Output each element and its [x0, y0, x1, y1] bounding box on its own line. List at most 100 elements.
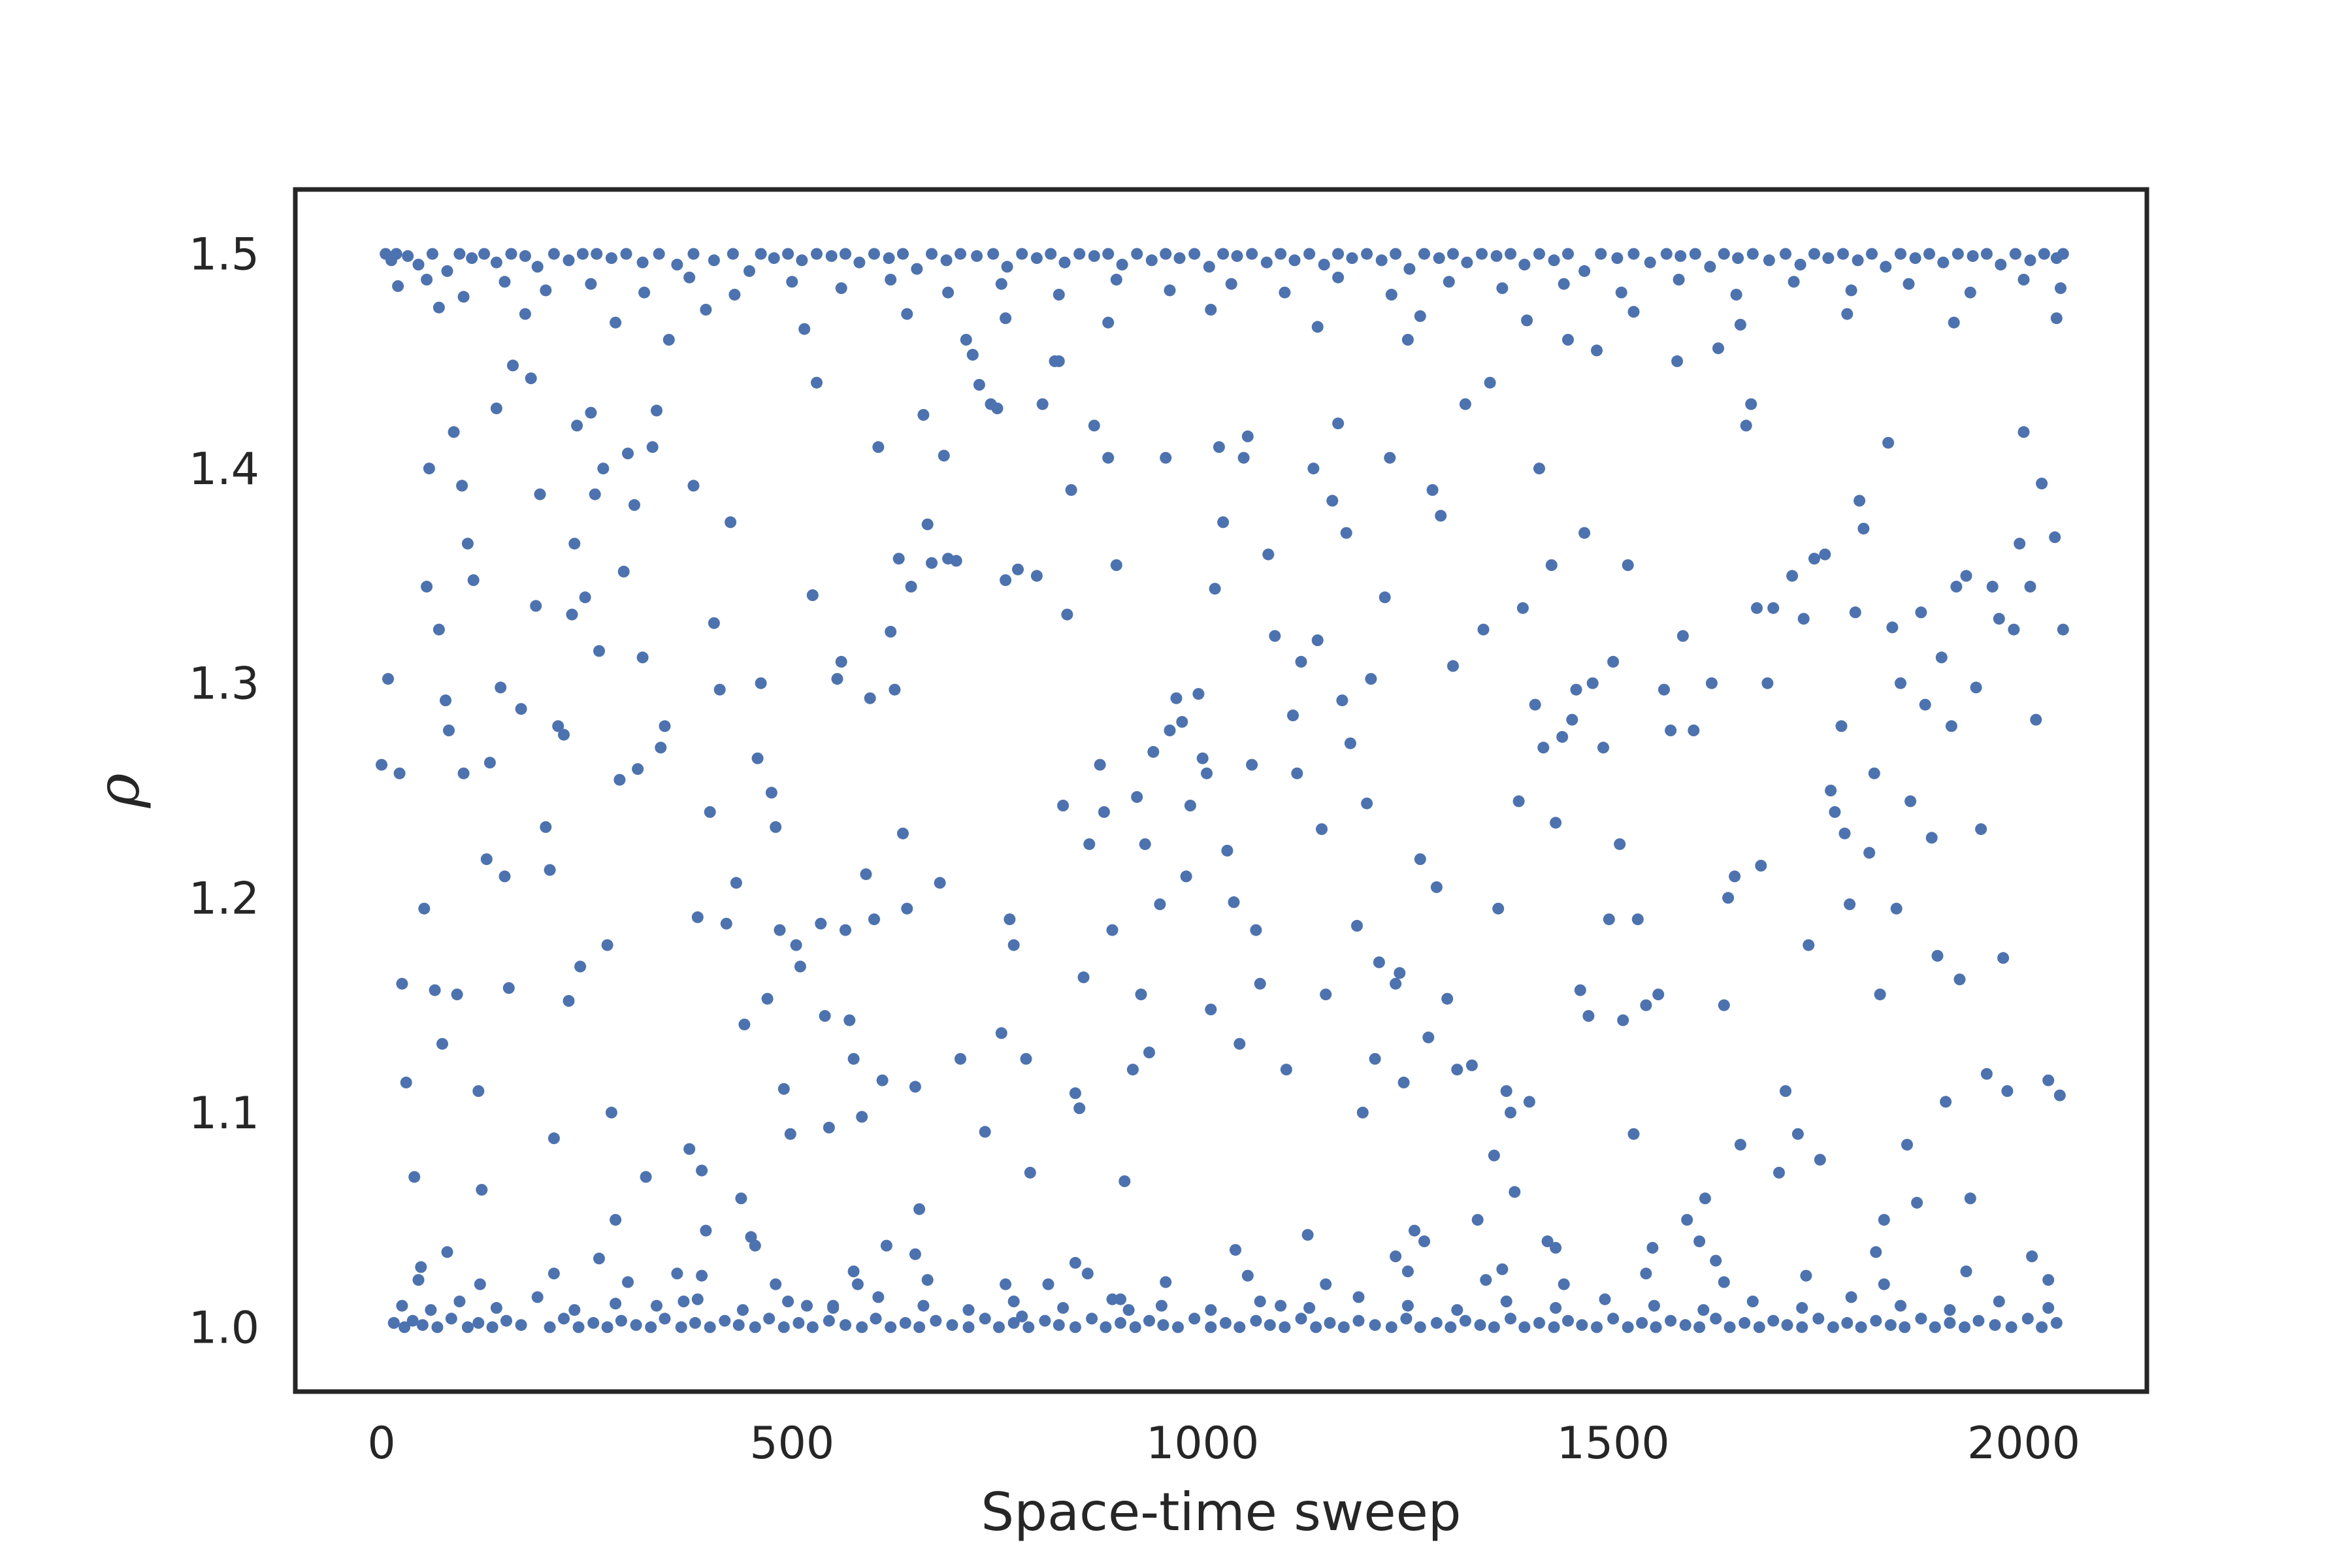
- data-point: [1550, 817, 1562, 829]
- data-point: [1447, 660, 1459, 672]
- data-point: [1808, 248, 1820, 260]
- data-point: [500, 1315, 512, 1327]
- data-point: [1246, 759, 1258, 771]
- data-point: [1665, 725, 1677, 736]
- data-point: [1562, 1315, 1574, 1327]
- data-point: [1844, 898, 1856, 911]
- data-point: [1796, 1321, 1808, 1333]
- data-point: [1808, 553, 1820, 565]
- data-point: [1160, 248, 1172, 260]
- data-point: [1385, 1321, 1397, 1333]
- data-point: [1390, 248, 1402, 260]
- data-point: [870, 1313, 882, 1325]
- data-point: [856, 1321, 868, 1333]
- data-point: [1336, 694, 1348, 706]
- data-point: [552, 720, 564, 732]
- data-point: [436, 1037, 448, 1050]
- data-point: [1241, 430, 1254, 442]
- data-point: [1221, 845, 1233, 857]
- data-point: [1693, 1321, 1706, 1333]
- data-point: [1170, 692, 1183, 704]
- data-point: [1874, 988, 1886, 1001]
- x-axis-ticks: 0 500 1000 1500 2000: [367, 1418, 2080, 1469]
- data-point: [1838, 827, 1851, 840]
- data-point: [1205, 1321, 1217, 1333]
- data-point: [659, 720, 671, 732]
- data-point: [806, 1321, 819, 1333]
- data-point: [1576, 1319, 1588, 1331]
- y-axis-label: ρ: [84, 773, 153, 808]
- data-point: [1722, 892, 1735, 904]
- data-point: [1057, 1301, 1070, 1314]
- data-point: [645, 1321, 657, 1333]
- x-tick-label: 1500: [1557, 1418, 1670, 1469]
- data-point: [1102, 316, 1115, 329]
- data-point: [1260, 256, 1273, 269]
- data-point: [1518, 1321, 1531, 1333]
- data-point: [1854, 495, 1866, 507]
- data-point: [498, 276, 511, 288]
- data-point: [630, 1319, 642, 1331]
- data-point: [629, 499, 640, 511]
- data-point: [1311, 634, 1324, 646]
- data-point: [1205, 304, 1217, 316]
- data-point: [1533, 463, 1545, 475]
- data-point: [768, 252, 780, 265]
- data-point: [515, 1319, 527, 1331]
- data-point: [1430, 881, 1443, 893]
- data-point: [1414, 853, 1426, 866]
- data-point: [689, 1316, 701, 1329]
- data-point: [1279, 286, 1291, 299]
- data-point: [1845, 284, 1857, 297]
- data-point: [1488, 1149, 1500, 1162]
- data-point: [1746, 248, 1759, 260]
- data-point: [973, 379, 985, 391]
- data-point: [995, 1027, 1007, 1039]
- data-point: [651, 1299, 662, 1312]
- data-point: [1069, 1321, 1081, 1333]
- data-point: [2008, 623, 2020, 636]
- data-point: [913, 1321, 926, 1333]
- data-point: [1280, 1064, 1292, 1076]
- data-point: [1761, 677, 1774, 689]
- data-point: [942, 286, 955, 299]
- data-point: [1570, 683, 1582, 696]
- data-point: [872, 441, 885, 453]
- data-point: [1131, 791, 1143, 803]
- data-point: [713, 683, 726, 696]
- data-point: [568, 1304, 581, 1316]
- data-point: [1904, 795, 1917, 808]
- data-point: [1615, 286, 1627, 299]
- data-point: [1361, 248, 1373, 260]
- data-point: [1077, 971, 1090, 983]
- data-point: [597, 463, 610, 475]
- data-point: [638, 286, 651, 299]
- data-point: [938, 449, 950, 462]
- data-point: [1275, 1299, 1287, 1312]
- data-point: [751, 752, 764, 764]
- data-point: [1578, 265, 1591, 277]
- data-point: [1763, 254, 1775, 267]
- data-point: [2038, 248, 2050, 260]
- data-point: [1143, 1046, 1155, 1058]
- data-point: [1970, 681, 1982, 694]
- data-point: [1400, 1313, 1413, 1325]
- data-point: [995, 278, 1007, 290]
- data-point: [1451, 1304, 1463, 1316]
- data-point: [1164, 284, 1176, 297]
- data-point: [1734, 319, 1746, 331]
- data-point: [2014, 538, 2026, 550]
- data-point: [393, 767, 406, 779]
- data-point: [1445, 1321, 1457, 1333]
- y-tick-label: 1.2: [189, 873, 259, 924]
- data-point: [636, 256, 649, 269]
- data-point: [819, 1010, 831, 1022]
- data-point: [605, 1106, 617, 1119]
- data-point: [1205, 1304, 1217, 1316]
- data-point: [1796, 1301, 1808, 1314]
- data-point: [601, 939, 613, 951]
- data-point: [534, 488, 546, 500]
- data-point: [782, 1296, 794, 1307]
- data-point: [1518, 259, 1531, 270]
- data-point: [486, 1321, 498, 1333]
